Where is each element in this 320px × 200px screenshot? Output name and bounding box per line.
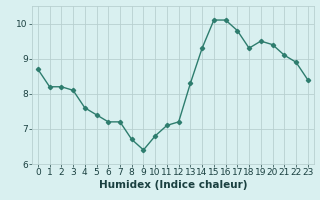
X-axis label: Humidex (Indice chaleur): Humidex (Indice chaleur): [99, 180, 247, 190]
